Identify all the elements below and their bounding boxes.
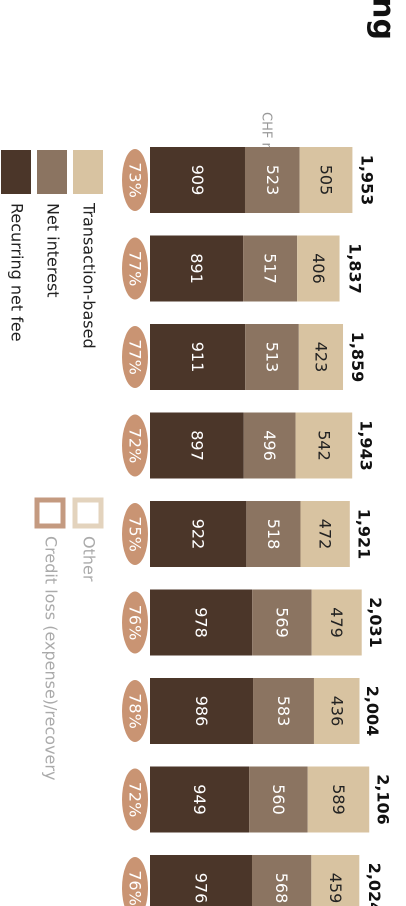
bar-label: 542 xyxy=(314,430,333,461)
ratio-badge xyxy=(122,414,148,477)
bar-label: 922 xyxy=(189,519,208,550)
bar-label: 496 xyxy=(260,430,279,461)
legend-label: Other xyxy=(80,536,99,582)
bar-label: 517 xyxy=(261,253,280,284)
legend-label: Recurring net fee xyxy=(8,203,27,342)
ratio-badge xyxy=(122,326,148,388)
ratio-label: 76% xyxy=(126,870,145,906)
legend-swatch xyxy=(34,497,66,529)
bar-label: 949 xyxy=(190,784,209,815)
bar-segment xyxy=(246,501,301,567)
bar-segment xyxy=(150,589,253,656)
bar-segment xyxy=(150,501,247,567)
bar-label: 505 xyxy=(317,165,336,196)
bar-label: 911 xyxy=(188,342,207,373)
bar-label: 569 xyxy=(272,607,291,638)
bar-segment xyxy=(149,412,244,479)
total-label: 1,837 xyxy=(345,243,364,294)
legend-label: Transaction-based xyxy=(80,202,99,349)
legend-swatch xyxy=(73,150,103,194)
chart-title: ing xyxy=(366,0,401,40)
ratio-badge xyxy=(122,503,148,565)
total-label: 1,943 xyxy=(357,420,376,471)
ratio-badge xyxy=(122,237,148,300)
bar-label: 518 xyxy=(264,519,283,550)
bar-segment xyxy=(249,766,308,833)
bar-segment xyxy=(243,235,298,302)
legend-label: Credit loss (expense)/recovery xyxy=(42,536,61,780)
ratio-label: 75% xyxy=(126,516,145,552)
ratio-badge xyxy=(122,149,148,211)
bar-label: 897 xyxy=(187,430,206,461)
bar-label: 589 xyxy=(329,784,348,815)
bar-label: 560 xyxy=(269,784,288,815)
bar-label: 513 xyxy=(263,342,282,373)
bar-segment xyxy=(300,501,350,567)
bar-segment xyxy=(150,855,252,906)
ratio-label: 72% xyxy=(126,428,145,464)
bar-segment xyxy=(253,678,314,744)
bar-label: 423 xyxy=(311,342,330,373)
ratio-label: 72% xyxy=(126,782,145,818)
bar-segment xyxy=(149,147,245,213)
bar-label: 459 xyxy=(326,873,345,904)
bar-segment xyxy=(150,235,244,302)
bar-segment xyxy=(245,324,299,390)
bar-segment xyxy=(244,147,300,213)
legend-swatch xyxy=(1,150,31,194)
ratio-badge xyxy=(122,591,148,654)
bar-label: 406 xyxy=(309,253,328,284)
bar-segment xyxy=(252,589,312,656)
bar-label: 568 xyxy=(272,873,291,904)
bar-label: 891 xyxy=(187,253,206,284)
bar-segment xyxy=(297,235,340,302)
ratio-label: 77% xyxy=(126,251,145,287)
legend-label: Net interest xyxy=(44,203,63,298)
total-label: 1,859 xyxy=(348,332,367,383)
legend-swatch xyxy=(72,497,104,529)
bar-segment xyxy=(307,766,370,833)
bar-label: 472 xyxy=(316,519,335,550)
bar-segment xyxy=(311,855,360,906)
ratio-badge xyxy=(122,680,148,742)
total-label: 2,106 xyxy=(374,774,393,825)
ratio-badge xyxy=(122,857,148,906)
ratio-label: 78% xyxy=(126,693,145,729)
total-label: 1,921 xyxy=(354,509,373,560)
bar-segment xyxy=(311,589,362,656)
bar-label: 909 xyxy=(188,165,207,196)
bar-label: 986 xyxy=(192,696,211,727)
ratio-label: 73% xyxy=(126,162,145,198)
bar-label: 978 xyxy=(192,607,211,638)
bar-label: 583 xyxy=(274,696,293,727)
bar-segment xyxy=(150,766,250,833)
bar-label: 479 xyxy=(327,607,346,638)
ratio-label: 76% xyxy=(126,605,145,641)
bar-segment xyxy=(298,324,344,390)
bar-segment xyxy=(243,412,296,479)
legend-swatch xyxy=(37,150,67,194)
ratio-label: 77% xyxy=(126,339,145,375)
ratio-badge xyxy=(122,768,148,831)
bar-label: 523 xyxy=(263,165,282,196)
bar-label: 976 xyxy=(191,873,210,904)
bar-segment xyxy=(150,678,254,744)
total-label: 2,024 xyxy=(365,863,384,906)
bar-segment xyxy=(149,324,246,390)
bar-segment xyxy=(299,147,353,213)
total-label: 2,004 xyxy=(363,686,382,737)
bar-segment xyxy=(295,412,353,479)
total-label: 1,953 xyxy=(358,155,377,206)
bar-label: 436 xyxy=(327,696,346,727)
total-label: 2,031 xyxy=(366,597,385,648)
bar-segment xyxy=(313,678,360,744)
bar-segment xyxy=(251,855,312,906)
